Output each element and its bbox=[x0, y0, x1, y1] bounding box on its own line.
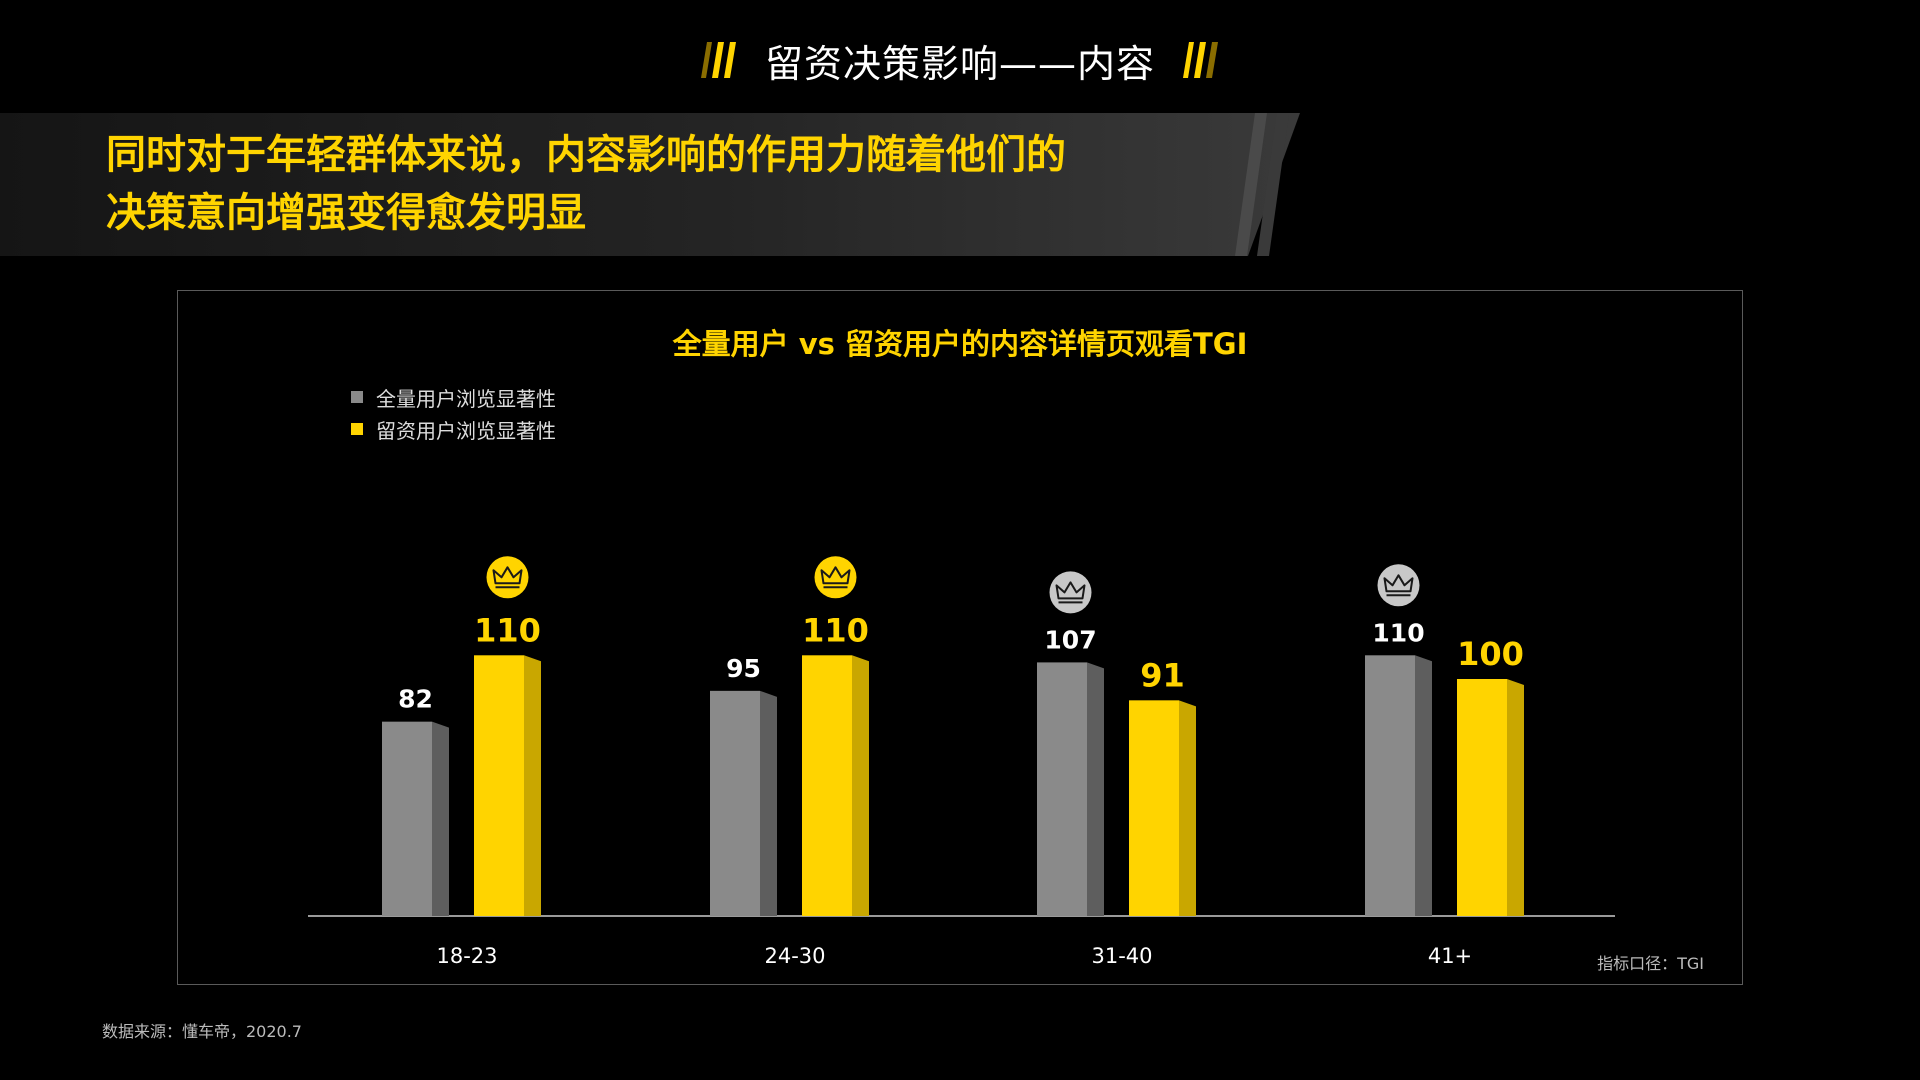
data-label-18-23-lead: 110 bbox=[474, 611, 541, 649]
page-title: 留资决策影响——内容 bbox=[764, 41, 1155, 86]
headline: 同时对于年轻群体来说，内容影响的作用力随着他们的 决策意向增强变得愈发明显 bbox=[106, 126, 1066, 242]
headline-banner bbox=[0, 113, 1300, 256]
crown-icon-glyph bbox=[492, 566, 523, 585]
chart-plot: 82 110 18-23 95 110 24-30 107 91 31-40 110 100 41+ bbox=[308, 556, 1615, 968]
chart-title: 全量用户 vs 留资用户的内容详情页观看TGI bbox=[672, 327, 1248, 361]
crown-icon bbox=[1377, 564, 1420, 607]
bar-side-31-40-all bbox=[1087, 662, 1104, 916]
banner-stripes bbox=[1235, 113, 1289, 256]
metric-note: 指标口径：TGI bbox=[1597, 954, 1704, 973]
stripes-left-icon bbox=[700, 42, 736, 78]
data-label-24-30-lead: 110 bbox=[802, 611, 869, 649]
bar-side-24-30-lead bbox=[852, 655, 869, 916]
data-source: 数据来源：懂车帝，2020.7 bbox=[102, 1022, 302, 1041]
headline-line-1: 同时对于年轻群体来说，内容影响的作用力随着他们的 bbox=[106, 132, 1066, 178]
data-label-24-30-all: 95 bbox=[726, 654, 761, 683]
bar-31-40-lead bbox=[1129, 700, 1179, 916]
bar-18-23-lead bbox=[474, 655, 524, 916]
data-label-31-40-lead: 91 bbox=[1140, 656, 1185, 694]
legend-item-lead-users: 留资用户浏览显著性 bbox=[351, 413, 556, 445]
bar-41+-all bbox=[1365, 655, 1415, 916]
crown-icon-glyph bbox=[1055, 581, 1086, 600]
legend-label-lead-users: 留资用户浏览显著性 bbox=[376, 418, 556, 443]
data-label-41+-all: 110 bbox=[1372, 618, 1424, 647]
bar-side-24-30-all bbox=[760, 690, 777, 916]
bar-31-40-all bbox=[1037, 662, 1087, 916]
bar-24-30-all bbox=[710, 690, 760, 916]
bar-18-23-all bbox=[382, 721, 432, 916]
data-label-31-40-all: 107 bbox=[1044, 625, 1096, 654]
legend-swatch-yellow bbox=[351, 423, 363, 435]
x-tick-label-31-40: 31-40 bbox=[1091, 944, 1152, 968]
stripes-right-icon bbox=[1183, 42, 1218, 78]
data-label-41+-lead: 100 bbox=[1457, 635, 1524, 673]
chart-legend: 全量用户浏览显著性 留资用户浏览显著性 bbox=[351, 381, 556, 445]
data-label-18-23-all: 82 bbox=[398, 685, 433, 714]
page-header: 留资决策影响——内容 bbox=[0, 32, 1920, 88]
legend-item-all-users: 全量用户浏览显著性 bbox=[351, 381, 556, 413]
bar-side-18-23-all bbox=[432, 721, 449, 916]
crown-icon bbox=[486, 556, 529, 599]
x-tick-label-18-23: 18-23 bbox=[436, 944, 497, 968]
x-tick-label-24-30: 24-30 bbox=[764, 944, 825, 968]
bar-side-41+-all bbox=[1415, 655, 1432, 916]
crown-icon bbox=[814, 556, 857, 599]
crown-icon-glyph bbox=[820, 566, 851, 585]
crown-icon bbox=[1049, 571, 1092, 614]
bar-41+-lead bbox=[1457, 679, 1507, 916]
legend-label-all-users: 全量用户浏览显著性 bbox=[376, 386, 556, 411]
crown-icon-glyph bbox=[1383, 574, 1414, 593]
bar-side-41+-lead bbox=[1507, 679, 1524, 916]
legend-swatch-gray bbox=[351, 391, 363, 403]
bar-side-18-23-lead bbox=[524, 655, 541, 916]
bar-24-30-lead bbox=[802, 655, 852, 916]
headline-line-2: 决策意向增强变得愈发明显 bbox=[106, 190, 586, 236]
chart-frame: 全量用户 vs 留资用户的内容详情页观看TGI 全量用户浏览显著性 留资用户浏览… bbox=[177, 290, 1743, 985]
bar-side-31-40-lead bbox=[1179, 700, 1196, 916]
x-tick-label-41+: 41+ bbox=[1428, 944, 1472, 968]
